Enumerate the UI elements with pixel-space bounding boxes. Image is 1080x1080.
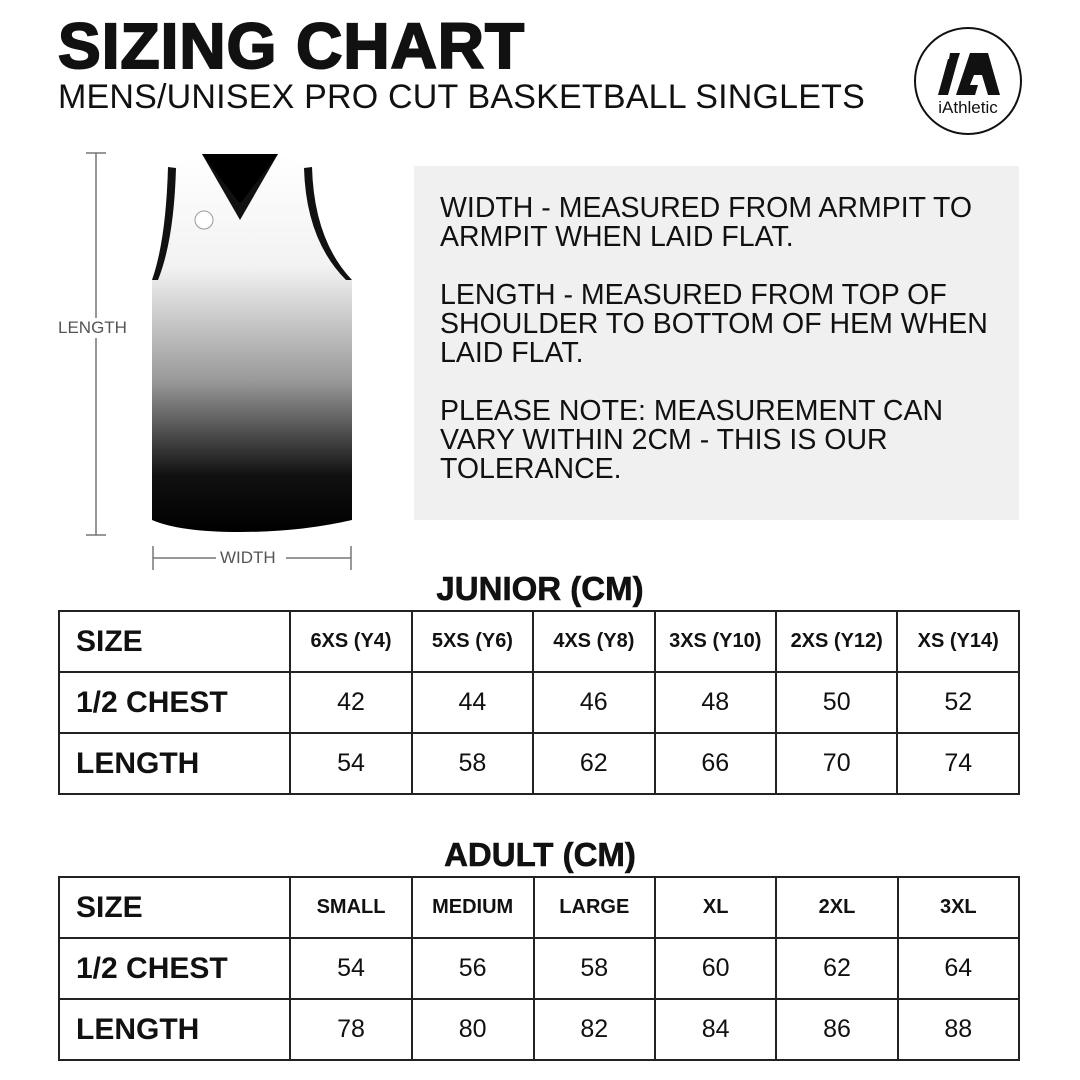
size-cell: 2XL (775, 876, 899, 939)
chest-cell: 54 (289, 937, 413, 1000)
length-cell: 54 (289, 732, 413, 795)
tolerance-note: PLEASE NOTE: MEASUREMENT CAN VARY WITHIN… (440, 395, 944, 485)
singlet-diagram (86, 152, 352, 570)
size-cell: 3XS (Y10) (653, 610, 777, 673)
size-cell: SMALL (289, 876, 413, 939)
table-row: LENGTH 78 80 82 84 86 88 (57, 998, 1021, 1061)
size-cell: MEDIUM (410, 876, 535, 939)
chest-cell: 44 (410, 671, 535, 734)
length-cell: 84 (654, 998, 778, 1061)
row-header: SIZE (57, 610, 292, 673)
size-cell: XS (Y14) (896, 610, 1020, 673)
chest-cell: 60 (654, 937, 778, 1000)
length-cell: 58 (410, 732, 535, 795)
length-cell: 80 (410, 998, 535, 1061)
chest-cell: 48 (653, 671, 777, 734)
length-cell: 82 (532, 998, 657, 1061)
table-row: 1/2 CHEST 54 56 58 60 62 64 (57, 937, 1021, 1000)
row-header: LENGTH (57, 998, 292, 1061)
row-header: 1/2 CHEST (57, 937, 292, 1000)
row-header: SIZE (57, 876, 292, 939)
chest-logo-icon (194, 210, 214, 230)
chest-cell: 58 (532, 937, 657, 1000)
junior-title: JUNIOR (CM) (436, 570, 644, 608)
table-row: SIZE SMALL MEDIUM LARGE XL 2XL 3XL (57, 876, 1021, 939)
width-label: WIDTH (220, 548, 276, 567)
length-cell: 88 (896, 998, 1021, 1061)
size-cell: 6XS (Y4) (289, 610, 413, 673)
size-cell: 5XS (Y6) (410, 610, 535, 673)
chest-cell: 46 (532, 671, 656, 734)
size-cell: 4XS (Y8) (532, 610, 656, 673)
chest-cell: 50 (774, 671, 899, 734)
brand-logo: iAthletic (914, 27, 1022, 135)
adult-title: ADULT (CM) (444, 836, 636, 874)
page-title: SIZING CHART (57, 10, 526, 82)
row-header: 1/2 CHEST (57, 671, 292, 734)
size-cell: LARGE (532, 876, 657, 939)
chest-cell: 42 (289, 671, 413, 734)
ia-logo-icon: iAthletic (938, 53, 1000, 117)
length-cell: 74 (896, 732, 1020, 795)
measurement-notes: WIDTH - MEASURED FROM ARMPIT TO ARMPIT W… (414, 166, 1019, 520)
length-cell: 66 (653, 732, 777, 795)
length-cell: 70 (774, 732, 899, 795)
page-subtitle: MENS/UNISEX PRO CUT BASKETBALL SINGLETS (58, 78, 866, 116)
width-note: WIDTH - MEASURED FROM ARMPIT TO ARMPIT W… (440, 192, 973, 253)
length-cell: 86 (775, 998, 899, 1061)
size-cell: XL (654, 876, 778, 939)
table-row: SIZE 6XS (Y4) 5XS (Y6) 4XS (Y8) 3XS (Y10) 2X… (57, 610, 1020, 673)
length-label: LENGTH (58, 318, 127, 338)
adult-size-table: SIZE SMALL MEDIUM LARGE XL 2XL 3XL 1/2 CHEST … (57, 876, 1021, 1061)
chest-cell: 64 (896, 937, 1021, 1000)
row-header: LENGTH (57, 732, 292, 795)
length-cell: 62 (532, 732, 656, 795)
table-row: 1/2 CHEST 42 44 46 48 50 52 (57, 671, 1020, 734)
chest-cell: 52 (896, 671, 1020, 734)
chest-cell: 62 (775, 937, 899, 1000)
svg-text:iAthletic: iAthletic (938, 98, 998, 117)
junior-size-table: SIZE 6XS (Y4) 5XS (Y6) 4XS (Y8) 3XS (Y10) 2X… (57, 610, 1020, 795)
length-cell: 78 (289, 998, 413, 1061)
chest-cell: 56 (410, 937, 535, 1000)
table-row: LENGTH 54 58 62 66 70 74 (57, 732, 1020, 795)
size-cell: 2XS (Y12) (774, 610, 899, 673)
size-cell: 3XL (896, 876, 1021, 939)
length-note: LENGTH - MEASURED FROM TOP OF SHOULDER T… (440, 279, 988, 369)
